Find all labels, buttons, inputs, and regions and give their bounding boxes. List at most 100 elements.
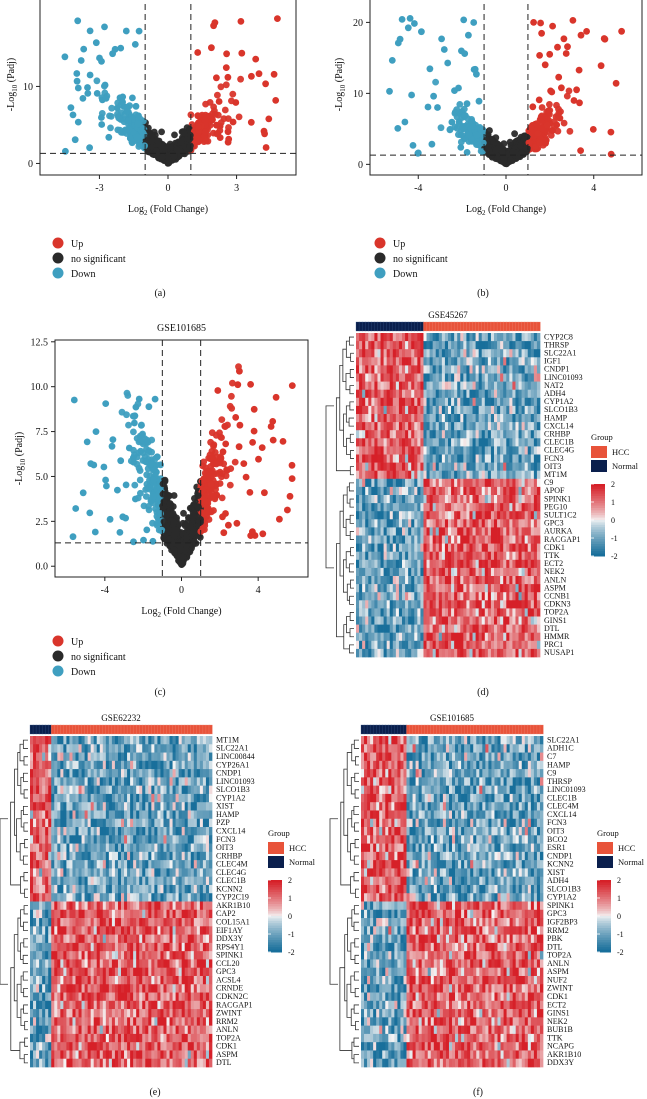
heatmap-cell xyxy=(494,470,498,480)
heatmap-cell xyxy=(475,462,480,472)
heatmap-cell xyxy=(377,511,381,520)
heatmap-cell xyxy=(429,438,434,447)
heatmap-cell xyxy=(371,454,375,463)
heatmap-cell xyxy=(512,405,516,415)
heatmap-cell xyxy=(383,341,388,350)
heatmap-cell xyxy=(533,333,538,342)
heatmap-cell xyxy=(481,559,486,569)
heatmap-cell xyxy=(500,414,504,423)
heatmap-cell xyxy=(512,486,516,496)
heatmap-cell xyxy=(362,446,366,455)
heatmap-cell xyxy=(386,495,391,504)
heatmap-cell xyxy=(475,357,480,366)
heatmap-cell xyxy=(475,495,480,504)
heatmap-cell xyxy=(533,559,538,569)
heatmap-cell xyxy=(408,405,412,415)
heatmap-cell xyxy=(362,381,366,391)
heatmap-cell xyxy=(402,503,406,512)
heatmap-cell xyxy=(365,438,369,447)
heatmap-cell xyxy=(423,422,427,431)
heatmap-cell xyxy=(432,430,437,439)
heatmap-cell xyxy=(380,511,384,520)
heatmap-cell xyxy=(365,511,369,520)
heatmap-cell xyxy=(377,341,381,350)
heatmap-cell xyxy=(386,535,391,544)
heatmap-cell xyxy=(500,405,504,415)
heatmap-cell xyxy=(377,357,381,366)
heatmap-cell xyxy=(398,414,403,423)
heatmap-cell xyxy=(509,446,513,455)
data-point xyxy=(117,44,125,52)
data-point xyxy=(107,124,114,132)
heatmap-cell xyxy=(402,478,406,488)
heatmap-cell xyxy=(512,478,516,488)
heatmap-cell xyxy=(417,551,421,561)
heatmap-cell xyxy=(398,405,403,415)
heatmap-cell xyxy=(365,567,369,577)
heatmap-cell xyxy=(395,503,400,512)
heatmap-cell xyxy=(423,438,427,447)
y-tick-label: 7.5 xyxy=(36,427,49,438)
heatmap-cell xyxy=(414,438,418,447)
heatmap-cell xyxy=(524,543,529,553)
data-points xyxy=(61,15,281,167)
heatmap-cell xyxy=(374,551,378,561)
heatmap-cell xyxy=(432,535,437,544)
heatmap-cell xyxy=(398,357,403,366)
heatmap-cell xyxy=(454,373,458,382)
heatmap-cell xyxy=(536,527,541,536)
heatmap-cell xyxy=(386,567,391,577)
heatmap-cell xyxy=(484,365,489,374)
heatmap-cell xyxy=(417,422,421,431)
heatmap-cell xyxy=(506,430,510,439)
data-point xyxy=(158,128,166,136)
heatmap-cell xyxy=(484,462,489,472)
heatmap-cell xyxy=(414,559,418,569)
heatmap-cell xyxy=(497,414,501,423)
heatmap-cell xyxy=(398,341,403,350)
heatmap-cell xyxy=(494,405,498,415)
heatmap-cell xyxy=(371,349,375,358)
heatmap-cell xyxy=(365,341,369,350)
heatmap-cell xyxy=(362,349,366,358)
data-point xyxy=(109,436,117,443)
heatmap-cell xyxy=(420,430,424,439)
data-point xyxy=(160,503,168,511)
heatmap-cell xyxy=(411,478,415,488)
data-point xyxy=(276,515,283,523)
heatmap-cell xyxy=(484,381,489,391)
heatmap-cell xyxy=(441,357,446,366)
heatmap-cell xyxy=(435,430,440,439)
heatmap-cell xyxy=(518,389,522,399)
data-point xyxy=(249,439,256,446)
heatmap-cell xyxy=(515,527,519,536)
data-point xyxy=(549,127,556,134)
heatmap-cell xyxy=(530,430,535,439)
heatmap-cell xyxy=(420,438,424,447)
heatmap-cell xyxy=(374,381,378,391)
heatmap-cell xyxy=(386,470,391,480)
heatmap-cell xyxy=(356,341,360,350)
heatmap-cell xyxy=(356,567,360,577)
heatmap-cell xyxy=(386,381,391,391)
data-point xyxy=(543,121,551,129)
heatmap-cell xyxy=(389,454,394,463)
y-tick-label: 5.0 xyxy=(36,472,49,483)
heatmap-cell xyxy=(365,454,369,463)
heatmap-cell xyxy=(383,551,388,561)
heatmap-cell xyxy=(481,478,486,488)
heatmap-cell xyxy=(448,405,452,415)
heatmap-cell xyxy=(533,462,538,472)
data-point xyxy=(87,460,95,467)
heatmap-cell xyxy=(494,454,498,463)
heatmap-cell xyxy=(524,462,529,472)
heatmap-cell xyxy=(432,341,437,350)
heatmap-cell xyxy=(472,527,476,536)
heatmap-cell xyxy=(389,365,394,374)
panel-label: (e) xyxy=(149,1087,160,1098)
heatmap-cell xyxy=(521,559,526,569)
heatmap-cell xyxy=(417,389,421,399)
heatmap-cell xyxy=(512,357,516,366)
data-point xyxy=(108,442,116,450)
heatmap-cell xyxy=(417,559,421,569)
